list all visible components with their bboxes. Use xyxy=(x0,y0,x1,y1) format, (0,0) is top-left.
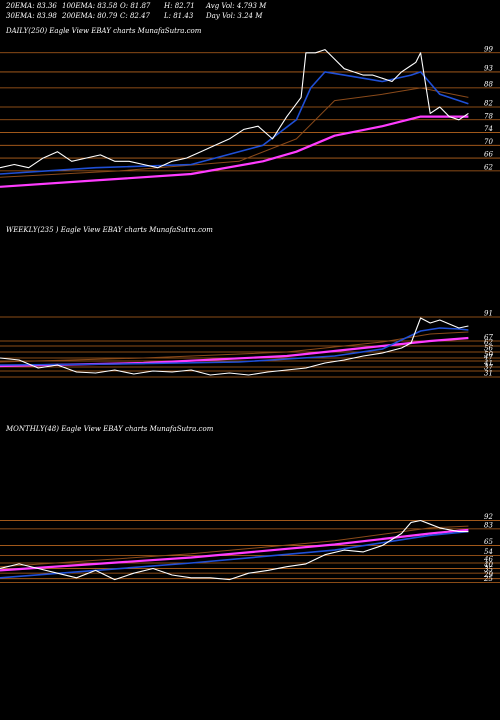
day-vol-stat: Day Vol: 3.24 M xyxy=(206,12,263,20)
y-tick-label: 37 xyxy=(484,364,493,372)
ema-brown-line xyxy=(0,87,469,178)
y-tick-label: 66 xyxy=(484,151,493,159)
ema30-stat: 30EMA: 83.98 xyxy=(6,12,57,20)
y-tick-label: 35 xyxy=(484,566,493,574)
y-tick-label: 25 xyxy=(483,575,493,583)
y-tick-label: 67 xyxy=(484,334,493,342)
price-line xyxy=(0,49,469,169)
y-tick-label: 99 xyxy=(484,45,493,53)
y-tick-label: 93 xyxy=(484,64,493,72)
ema-brown-line xyxy=(0,525,469,568)
y-tick-label: 78 xyxy=(484,112,493,120)
ema-blue-line xyxy=(0,71,469,175)
y-tick-label: 92 xyxy=(484,513,493,521)
ema-magenta-line xyxy=(0,115,469,188)
y-tick-label: 88 xyxy=(484,80,493,88)
ema-blue-line xyxy=(0,327,469,366)
close-stat: C: 82.47 xyxy=(120,12,150,20)
daily-chart: 99 93 88 82 78 74 70 66 62 xyxy=(0,45,500,188)
y-tick-label: 46 xyxy=(483,556,493,564)
y-tick-label: 62 xyxy=(484,163,493,171)
y-tick-label: 62 xyxy=(484,339,493,347)
y-tick-label: 50 xyxy=(484,351,493,359)
y-tick-label: 91 xyxy=(484,310,493,318)
ema-magenta-line xyxy=(0,528,469,572)
y-tick-label: 56 xyxy=(484,345,493,353)
y-tick-label: 47 xyxy=(483,354,493,362)
price-line xyxy=(0,519,469,581)
y-tick-label: 41 xyxy=(483,360,493,368)
ema-brown-line xyxy=(0,331,469,363)
ema200-stat: 200EMA: 80.79 xyxy=(62,12,118,20)
open-stat: O: 81.87 xyxy=(120,2,151,10)
price-line xyxy=(0,317,469,376)
y-tick-label: 65 xyxy=(484,538,493,546)
monthly-panel-title: MONTHLY(48) Eagle View EBAY charts Munaf… xyxy=(6,425,214,433)
y-tick-label: 54 xyxy=(484,548,493,556)
low-stat: L: 81.43 xyxy=(164,12,194,20)
y-tick-label: 29 xyxy=(483,571,493,579)
daily-panel-title: DAILY(250) Eagle View EBAY charts Munafa… xyxy=(6,27,202,35)
y-tick-label: 70 xyxy=(484,138,493,146)
y-tick-label: 83 xyxy=(484,521,493,529)
weekly-panel-title: WEEKLY(235 ) Eagle View EBAY charts Muna… xyxy=(6,226,213,234)
y-tick-label: 74 xyxy=(484,125,493,133)
ema-blue-line xyxy=(0,530,469,579)
high-stat: H: 82.71 xyxy=(164,2,195,10)
ema20-stat: 20EMA: 83.36 xyxy=(6,2,57,10)
avg-vol-stat: Avg Vol: 4.793 M xyxy=(206,2,267,10)
y-tick-label: 82 xyxy=(484,100,493,108)
y-tick-label: 40 xyxy=(483,561,493,569)
y-tick-label: 31 xyxy=(484,370,493,378)
ema100-stat: 100EMA: 83.58 xyxy=(62,2,118,10)
